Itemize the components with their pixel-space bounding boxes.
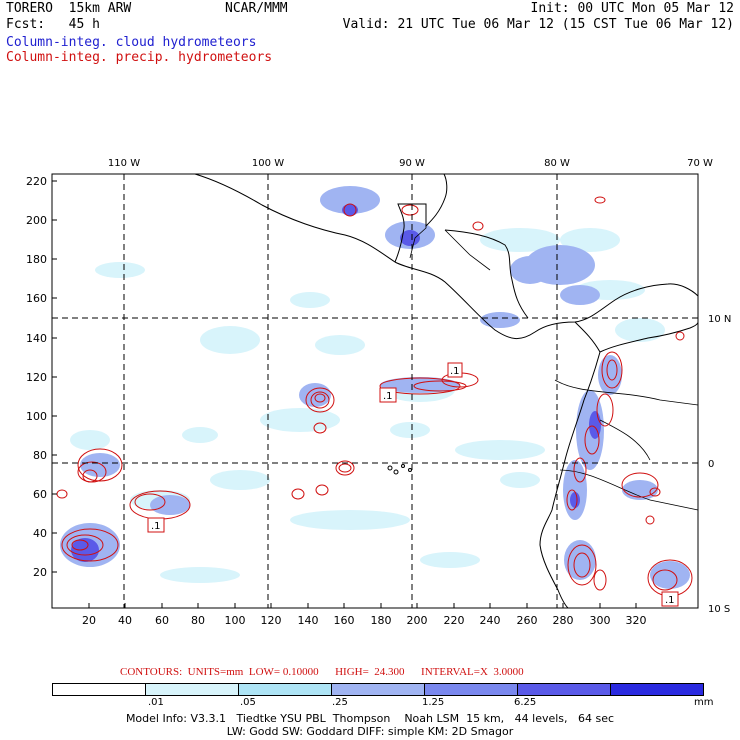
lat-label: 10 S bbox=[708, 604, 730, 615]
x-tick-label: 160 bbox=[334, 614, 355, 627]
x-tick-label: 220 bbox=[444, 614, 465, 627]
x-tick-label: 240 bbox=[480, 614, 501, 627]
lat-label: 0 bbox=[708, 459, 714, 470]
contour-label: .1 bbox=[151, 521, 161, 532]
colorbar-label: 1.25 bbox=[422, 697, 445, 708]
legend-cloud: Column-integ. cloud hydrometeors bbox=[6, 35, 257, 50]
lon-label: 90 W bbox=[399, 158, 425, 169]
contour-label: .1 bbox=[450, 366, 460, 377]
lon-label: 80 W bbox=[544, 158, 570, 169]
x-tick-label: 80 bbox=[191, 614, 205, 627]
x-tick-label: 40 bbox=[118, 614, 132, 627]
colorbar-label: .25 bbox=[332, 697, 348, 708]
cloud-shading bbox=[60, 186, 690, 589]
colorbar-segment bbox=[332, 684, 425, 695]
colorbar-label: .01 bbox=[148, 697, 164, 708]
y-tick-label: 20 bbox=[33, 566, 47, 579]
lon-label: 70 W bbox=[687, 158, 713, 169]
precip-contours bbox=[56, 196, 693, 597]
x-tick-label: 20 bbox=[82, 614, 96, 627]
colorbar bbox=[52, 683, 704, 696]
x-tick-label: 320 bbox=[626, 614, 647, 627]
colorbar-segment bbox=[146, 684, 239, 695]
axis-ticks bbox=[52, 180, 637, 608]
y-tick-label: 140 bbox=[26, 332, 47, 345]
x-tick-label: 100 bbox=[225, 614, 246, 627]
physics-info: LW: Godd SW: Goddard DIFF: simple KM: 2D… bbox=[226, 725, 514, 738]
colorbar-segment bbox=[53, 684, 146, 695]
x-tick-label: 200 bbox=[407, 614, 428, 627]
init-time: Init: 00 UTC Mon 05 Mar 12 bbox=[530, 1, 735, 16]
forecast-hour: Fcst: 45 h bbox=[6, 17, 100, 32]
organization: NCAR/MMM bbox=[225, 1, 288, 16]
contour-label: .1 bbox=[665, 595, 675, 606]
lat-label: 10 N bbox=[708, 314, 731, 325]
x-tick-label: 300 bbox=[590, 614, 611, 627]
contour-info: CONTOURS: UNITS=mm LOW= 0.10000 HIGH= 24… bbox=[120, 666, 524, 678]
y-tick-label: 40 bbox=[33, 527, 47, 540]
y-tick-label: 80 bbox=[33, 449, 47, 462]
colorbar-unit: mm bbox=[694, 697, 714, 708]
x-tick-label: 120 bbox=[261, 614, 282, 627]
y-tick-label: 180 bbox=[26, 253, 47, 266]
y-tick-label: 160 bbox=[26, 292, 47, 305]
lon-labels: 110 W 100 W 90 W 80 W 70 W bbox=[108, 158, 713, 169]
y-tick-label: 100 bbox=[26, 410, 47, 423]
colorbar-segment bbox=[425, 684, 518, 695]
x-tick-label: 60 bbox=[155, 614, 169, 627]
colorbar-label: 6.25 bbox=[514, 697, 537, 708]
y-tick-label: 220 bbox=[26, 175, 47, 188]
model-info: Model Info: V3.3.1 Tiedtke YSU PBL Thomp… bbox=[125, 712, 615, 725]
x-tick-label: 260 bbox=[517, 614, 538, 627]
x-tick-labels: 20 40 60 80 100 120 140 160 180 200 220 … bbox=[82, 614, 647, 627]
contour-label: .1 bbox=[383, 391, 393, 402]
x-tick-label: 280 bbox=[553, 614, 574, 627]
legend-precip: Column-integ. precip. hydrometeors bbox=[6, 50, 273, 65]
y-tick-labels: 220 200 180 160 140 120 100 80 60 40 20 bbox=[26, 175, 47, 579]
lat-labels: 10 N 0 10 S bbox=[708, 314, 731, 615]
lon-label: 100 W bbox=[252, 158, 284, 169]
graticule bbox=[52, 174, 698, 608]
coastlines bbox=[194, 173, 699, 609]
x-tick-label: 140 bbox=[298, 614, 319, 627]
colorbar-segment bbox=[518, 684, 611, 695]
valid-time: Valid: 21 UTC Tue 06 Mar 12 (15 CST Tue … bbox=[342, 17, 734, 32]
colorbar-label: .05 bbox=[240, 697, 256, 708]
colorbar-segment bbox=[611, 684, 703, 695]
colorbar-segment bbox=[239, 684, 332, 695]
model-title: TORERO 15km ARW bbox=[6, 1, 132, 16]
y-tick-label: 200 bbox=[26, 214, 47, 227]
x-tick-label: 180 bbox=[371, 614, 392, 627]
y-tick-label: 60 bbox=[33, 488, 47, 501]
lon-label: 110 W bbox=[108, 158, 140, 169]
contour-labels: .1 .1 .1 .1 bbox=[147, 362, 679, 607]
y-tick-label: 120 bbox=[26, 371, 47, 384]
